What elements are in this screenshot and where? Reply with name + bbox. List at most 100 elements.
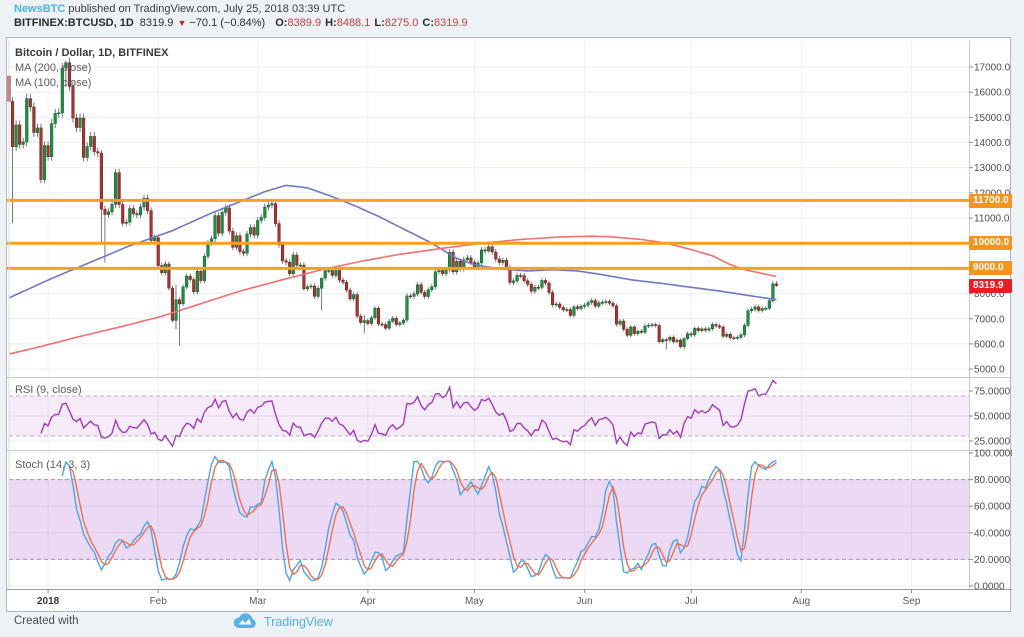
candle <box>174 299 178 321</box>
candle <box>14 124 18 148</box>
open-label: O: <box>275 17 288 29</box>
candle <box>53 113 57 124</box>
chart-svg[interactable]: 17000.0 16000.0 15000.0 14000.0 13000.0 12000… <box>7 38 1012 613</box>
candle <box>604 301 608 303</box>
candle <box>337 270 341 281</box>
candle <box>284 260 288 263</box>
candle <box>625 329 629 336</box>
candle <box>131 208 135 214</box>
candle <box>636 330 640 334</box>
candle <box>632 326 636 334</box>
candle <box>423 292 427 297</box>
published-text: published on TradingView.com, July 25, 2… <box>68 3 346 15</box>
candle <box>64 62 68 69</box>
candle <box>611 303 615 307</box>
candle <box>718 325 722 328</box>
candle <box>494 251 498 260</box>
candle <box>469 257 473 263</box>
candle <box>149 210 153 241</box>
candle <box>757 306 761 311</box>
time-tick-label: Feb <box>150 596 168 607</box>
candle <box>298 264 302 267</box>
down-triangle-icon: ▼ <box>177 18 187 28</box>
candle <box>689 333 693 336</box>
candle <box>380 323 384 326</box>
tradingview-link[interactable]: TradingView <box>264 615 333 629</box>
candle <box>526 280 530 285</box>
candle <box>639 330 643 333</box>
candle <box>487 246 491 252</box>
candle <box>547 282 551 293</box>
candle <box>753 306 757 310</box>
candle <box>735 337 739 339</box>
ma200-legend: MA (200, close) <box>15 62 92 74</box>
rsi-tick-label: 75.0000 <box>974 387 1011 398</box>
candle <box>359 315 363 323</box>
candle <box>682 338 686 347</box>
candle <box>554 303 558 306</box>
candle <box>313 285 317 297</box>
candle <box>352 294 356 300</box>
candle <box>348 289 352 300</box>
candle <box>728 333 732 339</box>
candle <box>646 325 651 327</box>
candle <box>533 287 537 292</box>
candle <box>725 333 729 337</box>
candle <box>89 136 93 147</box>
candle <box>291 254 295 275</box>
time-tick-label: Aug <box>792 596 810 607</box>
candle <box>241 251 246 254</box>
candlesticks <box>7 57 779 350</box>
candle <box>661 339 665 343</box>
candle <box>281 244 285 262</box>
candle <box>618 320 622 325</box>
candle <box>703 328 707 331</box>
candle <box>32 106 36 133</box>
candle <box>277 223 281 246</box>
time-tick-label: Jul <box>685 596 698 607</box>
candle <box>231 230 235 248</box>
candle <box>106 211 111 215</box>
price-tick-label: 11000.0 <box>974 214 1010 225</box>
candle <box>426 289 430 297</box>
candle <box>270 203 274 206</box>
candle <box>572 306 576 316</box>
candle <box>419 284 423 293</box>
candle <box>700 328 704 331</box>
candle <box>416 284 420 295</box>
candle <box>742 325 747 336</box>
candle <box>401 319 405 324</box>
stoch-tick-label: 40.0000 <box>974 528 1011 539</box>
candle <box>195 270 199 293</box>
candle <box>437 270 441 273</box>
open-value: 8389.9 <box>287 17 322 29</box>
candle <box>540 280 544 288</box>
price-tick-label: 5000.0 <box>974 365 1005 376</box>
candle <box>490 246 494 253</box>
price-tick-label: 7000.0 <box>974 314 1005 325</box>
candle <box>522 275 526 282</box>
price-tick-label: 6000.0 <box>974 339 1005 350</box>
candle <box>369 317 373 324</box>
newsbtc-link[interactable]: NewsBTC <box>14 3 66 15</box>
price-tick-label: 17000.0 <box>974 63 1011 74</box>
tradingview-logo-icon[interactable] <box>232 612 258 635</box>
candle <box>465 257 469 260</box>
candle <box>330 270 334 276</box>
rsi-legend: RSI (9, close) <box>15 384 82 396</box>
stoch-d-line <box>68 459 777 581</box>
candle <box>142 198 146 208</box>
candle <box>156 237 160 266</box>
candle <box>266 204 270 208</box>
candle <box>206 242 210 257</box>
time-tick-label: Mar <box>249 596 267 607</box>
candle <box>398 322 402 325</box>
chart-canvas: 17000.0 16000.0 15000.0 14000.0 13000.0 12000… <box>6 37 1012 613</box>
candle <box>586 302 590 306</box>
close-value: 8319.9 <box>434 17 468 29</box>
stoch-k-line <box>61 455 777 583</box>
candle <box>220 212 224 234</box>
rsi-tick-label: 25.0000 <box>974 437 1011 448</box>
candle <box>316 288 320 297</box>
candle <box>394 318 398 325</box>
